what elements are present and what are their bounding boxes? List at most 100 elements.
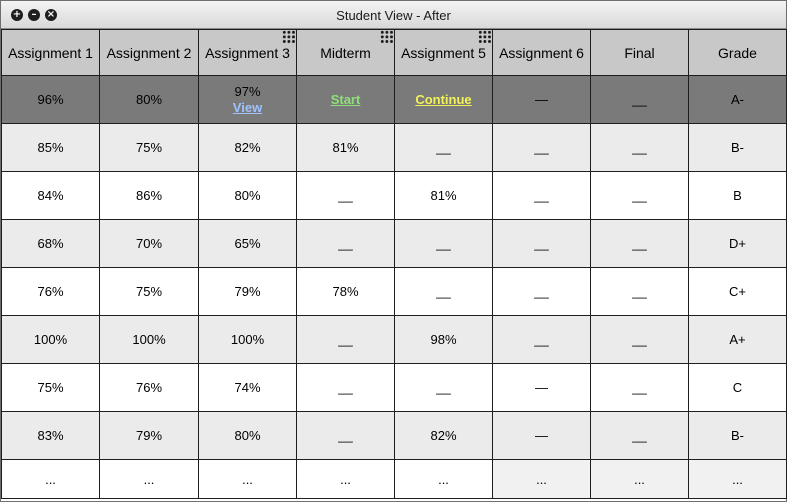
table-row: 75% 76% 74% __ __ — __ C — [1, 363, 787, 412]
col-assignment-2[interactable]: Assignment 2 — [99, 29, 199, 76]
cell-value: ... — [394, 459, 493, 499]
cell-value: __ — [492, 267, 591, 316]
cell-value: 82% — [394, 411, 493, 460]
col-midterm-label: Midterm — [320, 44, 371, 61]
cell-grade: ... — [688, 459, 787, 499]
grid-icon[interactable] — [282, 30, 296, 44]
cell-value: __ — [492, 171, 591, 220]
title-bar: + – × Student View - After — [1, 1, 786, 29]
view-link[interactable]: View — [232, 99, 263, 115]
cell-value: __ — [590, 75, 689, 124]
cell-value: — — [492, 411, 591, 460]
cell-value: 84% — [1, 171, 100, 220]
cell-value: 70% — [99, 219, 199, 268]
col-assignment-3[interactable]: Assignment 3 — [198, 29, 297, 76]
col-assignment-3-label: Assignment 3 — [205, 44, 290, 61]
window-controls: + – × — [11, 9, 57, 21]
continue-link[interactable]: Continue — [415, 92, 472, 107]
cell-value: ... — [1, 459, 100, 499]
cell-value: — — [492, 75, 591, 124]
grid-icon[interactable] — [478, 30, 492, 44]
cell-value: 80% — [99, 75, 199, 124]
cell-value: 81% — [296, 123, 395, 172]
cell-value: __ — [394, 219, 493, 268]
cell-value: __ — [296, 363, 395, 412]
col-assignment-5-label: Assignment 5 — [401, 44, 486, 61]
cell-value: 80% — [198, 411, 297, 460]
table-row: 83% 79% 80% __ 82% — __ B- — [1, 411, 787, 460]
grades-table: Assignment 1 Assignment 2 Assignment 3 M… — [1, 29, 787, 499]
cell-value: ... — [99, 459, 199, 499]
cell-value: __ — [590, 315, 689, 364]
cell-value: 96% — [1, 75, 100, 124]
col-final[interactable]: Final — [590, 29, 689, 76]
cell-value: 78% — [296, 267, 395, 316]
cell-value: __ — [394, 267, 493, 316]
cell-value: __ — [296, 219, 395, 268]
col-grade[interactable]: Grade — [688, 29, 787, 76]
table-row: 84% 86% 80% __ 81% __ __ B — [1, 171, 787, 220]
grid-icon[interactable] — [380, 30, 394, 44]
cell-value: 83% — [1, 411, 100, 460]
start-link[interactable]: Start — [330, 92, 361, 107]
cell-value: 86% — [99, 171, 199, 220]
cell-value: — — [492, 363, 591, 412]
cell-value: 75% — [99, 123, 199, 172]
cell-value: 97% — [234, 83, 261, 99]
cell-value: 85% — [1, 123, 100, 172]
cell-grade: D+ — [688, 219, 787, 268]
cell-value: ... — [296, 459, 395, 499]
cell-assignment-5: Continue — [394, 75, 493, 124]
table-row: 76% 75% 79% 78% __ __ __ C+ — [1, 267, 787, 316]
col-assignment-6[interactable]: Assignment 6 — [492, 29, 591, 76]
cell-value: __ — [590, 411, 689, 460]
cell-value: __ — [394, 123, 493, 172]
header-row: Assignment 1 Assignment 2 Assignment 3 M… — [1, 29, 787, 76]
minimize-icon[interactable]: – — [28, 9, 40, 21]
table-row: 85% 75% 82% 81% __ __ __ B- — [1, 123, 787, 172]
cell-value: 100% — [198, 315, 297, 364]
cell-value: 79% — [198, 267, 297, 316]
cell-value: 81% — [394, 171, 493, 220]
cell-value: 98% — [394, 315, 493, 364]
window-title: Student View - After — [336, 8, 451, 23]
cell-value: 65% — [198, 219, 297, 268]
more-rows-row: ........................ — [1, 459, 787, 499]
cell-value: 100% — [1, 315, 100, 364]
cell-value: 100% — [99, 315, 199, 364]
cell-value: __ — [492, 219, 591, 268]
cell-value: 68% — [1, 219, 100, 268]
cell-grade: B- — [688, 123, 787, 172]
cell-value: ... — [590, 459, 689, 499]
cell-grade: C+ — [688, 267, 787, 316]
cell-midterm: Start — [296, 75, 395, 124]
col-assignment-1[interactable]: Assignment 1 — [1, 29, 100, 76]
cell-value: __ — [296, 315, 395, 364]
cell-value: __ — [492, 315, 591, 364]
cell-value: __ — [590, 123, 689, 172]
cell-value: 79% — [99, 411, 199, 460]
table-row: 68% 70% 65% __ __ __ __ D+ — [1, 219, 787, 268]
cell-value: 75% — [99, 267, 199, 316]
zoom-plus-icon[interactable]: + — [11, 9, 23, 21]
cell-value: __ — [394, 363, 493, 412]
cell-value: __ — [492, 123, 591, 172]
cell-value: __ — [296, 411, 395, 460]
cell-value: 82% — [198, 123, 297, 172]
cell-value: __ — [590, 171, 689, 220]
cell-grade: C — [688, 363, 787, 412]
current-student-row: 96% 80% 97% View Start Continue — __ A- — [1, 75, 787, 124]
table-row: 100% 100% 100% __ 98% __ __ A+ — [1, 315, 787, 364]
cell-value: __ — [590, 267, 689, 316]
cell-value: __ — [590, 219, 689, 268]
cell-value: ... — [198, 459, 297, 499]
cell-value: 80% — [198, 171, 297, 220]
col-midterm[interactable]: Midterm — [296, 29, 395, 76]
cell-value: ... — [492, 459, 591, 499]
col-assignment-5[interactable]: Assignment 5 — [394, 29, 493, 76]
cell-grade: A+ — [688, 315, 787, 364]
cell-grade: B- — [688, 411, 787, 460]
cell-value: __ — [590, 363, 689, 412]
close-icon[interactable]: × — [45, 9, 57, 21]
